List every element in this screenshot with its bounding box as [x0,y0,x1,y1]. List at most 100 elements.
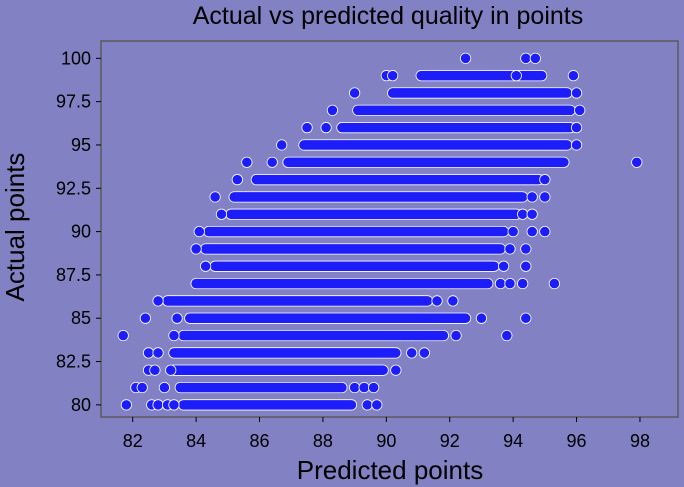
data-point [570,139,583,151]
data-point [567,70,579,82]
data-point [526,225,538,238]
data-point [459,52,472,64]
data-point [190,243,202,255]
data-point [361,399,373,411]
data-point [526,208,538,220]
data-run [184,312,472,324]
y-axis-title: Actual points [0,153,30,302]
data-point [574,104,586,116]
chart-title: Actual vs predicted quality in points [193,2,584,30]
data-run [352,104,576,116]
data-point [418,347,430,359]
x-ticks: 82 84 86 88 90 92 94 96 98 [123,417,650,451]
data-point [498,260,510,272]
data-run [225,208,522,220]
data-run [174,381,348,394]
data-point [450,329,462,342]
data-point [504,277,516,290]
y-ticks: 80 82.5 85 87.5 90 92.5 95 97.5 100 [56,48,101,415]
data-point [494,277,507,290]
data-point [117,329,129,342]
data-point [539,191,551,203]
data-run [177,399,358,411]
data-point [387,70,399,82]
data-point [539,174,551,186]
x-axis-title: Predicted points [297,455,483,485]
data-point [152,399,164,411]
data-run [161,295,434,307]
data-point [539,225,551,238]
x-tick-label: 88 [313,431,333,451]
x-tick-label: 96 [567,431,587,451]
data-run [168,364,389,376]
data-point [475,312,488,324]
data-point [358,381,370,394]
data-run [177,329,449,342]
y-tick-label: 100 [61,48,91,68]
x-tick-label: 90 [376,431,396,451]
data-point [570,122,583,134]
data-point [215,208,228,220]
data-run [228,191,529,203]
x-tick-label: 94 [503,431,523,451]
x-tick-label: 86 [250,431,270,451]
data-point [526,191,538,203]
data-point [168,329,180,342]
data-point [548,277,560,290]
data-point [349,87,361,99]
data-point [570,87,583,99]
data-point [152,295,164,307]
data-point [517,277,529,290]
y-tick-label: 85 [71,308,91,328]
data-point [501,329,513,342]
data-point [349,381,361,394]
data-point [368,381,380,394]
plot-border [100,40,679,418]
data-point [510,70,522,82]
data-point [520,52,532,64]
data-point [447,295,459,307]
y-tick-label: 97.5 [56,92,91,112]
data-point [171,312,183,324]
x-tick-label: 84 [186,431,206,451]
data-point [165,364,177,376]
data-run [203,225,510,238]
plot-area [117,52,643,411]
data-point [507,225,519,238]
data-point [320,122,332,134]
y-tick-label: 90 [71,222,91,242]
data-point [149,364,161,376]
x-tick-label: 92 [440,431,460,451]
data-run [190,277,494,290]
axes: 82 84 86 88 90 92 94 96 98 80 82.5 85 87.5 90 92.5 95 97… [56,40,679,451]
data-point [431,295,443,307]
data-run [298,139,573,151]
data-point [529,52,541,64]
data-run [387,87,573,99]
data-point [326,104,339,116]
y-tick-label: 82.5 [56,352,91,372]
y-tick-label: 87.5 [56,265,91,285]
data-run [168,347,402,359]
data-point [406,347,418,359]
data-point [520,312,532,324]
data-point [200,260,212,272]
data-point [168,399,180,411]
series-0 [117,52,643,411]
data-point [504,243,516,255]
data-point [241,156,253,168]
data-point [390,364,402,376]
data-point [517,208,529,220]
data-point [158,381,171,394]
data-point [276,139,288,151]
data-run [336,122,576,134]
y-tick-label: 80 [71,395,91,415]
data-point [139,312,151,324]
data-point [520,243,532,255]
data-point [631,156,643,168]
data-point [520,260,532,272]
data-point [301,122,313,134]
x-tick-label: 98 [630,431,650,451]
